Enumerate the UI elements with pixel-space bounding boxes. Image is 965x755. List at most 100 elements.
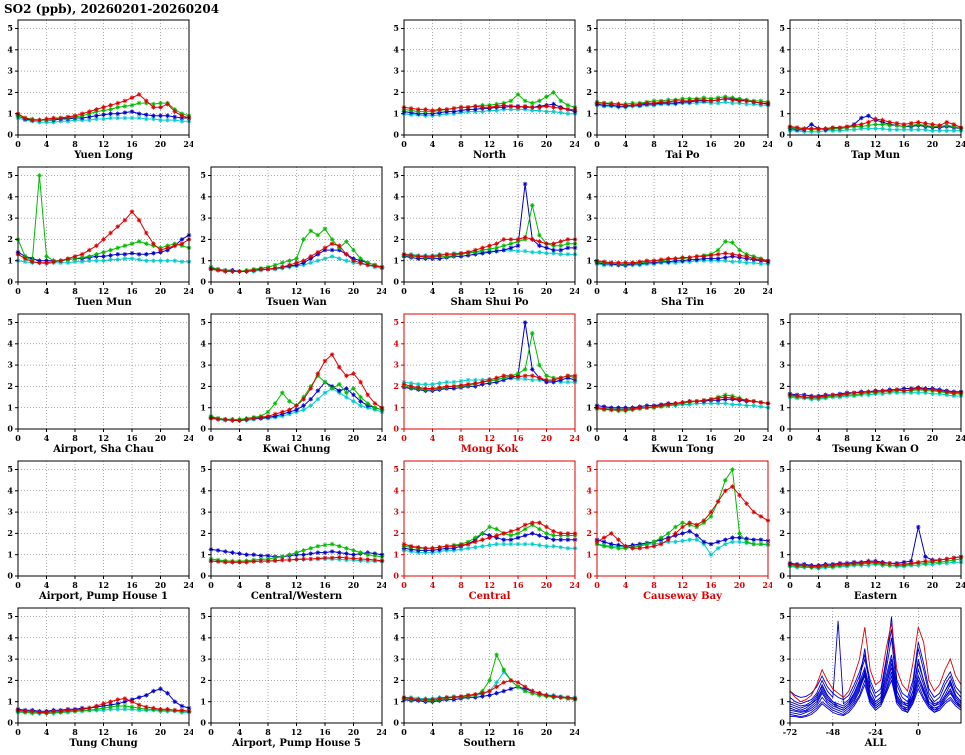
y-tick-label: 0 — [7, 718, 13, 728]
y-tick-label: 0 — [393, 718, 399, 728]
y-tick-label: 0 — [7, 277, 13, 287]
x-tick-label: 12 — [291, 286, 302, 296]
y-tick-label: 2 — [200, 528, 206, 538]
y-tick-label: 4 — [7, 191, 13, 201]
x-tick-label: 0 — [208, 433, 214, 443]
x-tick-label: 0 — [208, 286, 214, 296]
chart-title: Airport, Pump House 1 — [38, 591, 168, 602]
x-tick-label: 4 — [44, 286, 50, 296]
x-tick-label: 12 — [291, 580, 302, 590]
chart-north: 0 4 8 12 16 20 24 0 1 2 3 4 5 North — [386, 16, 579, 163]
y-tick-label: 5 — [7, 23, 13, 33]
x-tick-label: 16 — [319, 580, 331, 590]
x-tick-label: 8 — [844, 580, 850, 590]
y-tick-label: 2 — [393, 381, 399, 391]
chart-title: Central/Western — [251, 591, 343, 602]
y-tick-label: 2 — [7, 87, 13, 97]
x-tick-label: 12 — [291, 727, 302, 737]
x-tick-label: 16 — [126, 580, 138, 590]
x-tick-label: 8 — [265, 286, 271, 296]
y-tick-label: 1 — [393, 549, 399, 559]
x-tick-label: 20 — [927, 433, 939, 443]
y-tick-label: 3 — [586, 507, 592, 517]
y-tick-label: 3 — [7, 213, 13, 223]
y-tick-label: 1 — [200, 549, 206, 559]
y-tick-label: 3 — [7, 360, 13, 370]
y-tick-label: 0 — [586, 130, 592, 140]
chart-all: -72 -48 -24 0 0 1 2 3 4 5 ALL — [772, 604, 965, 751]
x-tick-label: 20 — [155, 286, 167, 296]
x-tick-label: 4 — [44, 433, 50, 443]
x-tick-label: 0 — [594, 580, 600, 590]
y-tick-label: 1 — [779, 108, 785, 118]
x-tick-label: 12 — [484, 139, 495, 149]
x-tick-label: 0 — [15, 433, 21, 443]
y-tick-label: 1 — [7, 108, 13, 118]
x-tick-label: 8 — [458, 286, 464, 296]
chart-title: Kwun Tong — [651, 444, 714, 455]
x-tick-label: 24 — [569, 139, 579, 149]
y-tick-label: 3 — [200, 360, 206, 370]
chart-title: ALL — [864, 738, 887, 749]
x-tick-label: 20 — [927, 139, 939, 149]
chart-tap-mun: 0 4 8 12 16 20 24 0 1 2 3 4 5 Tap Mun — [772, 16, 965, 163]
x-tick-label: 0 — [15, 727, 21, 737]
y-tick-label: 3 — [393, 213, 399, 223]
x-tick-label: 16 — [319, 286, 331, 296]
series-line-blue — [789, 629, 962, 701]
x-tick-label: 16 — [126, 727, 138, 737]
x-tick-label: 20 — [734, 286, 746, 296]
y-tick-label: 5 — [7, 464, 13, 474]
y-tick-label: 5 — [200, 464, 206, 474]
x-tick-label: -48 — [826, 727, 841, 737]
y-tick-label: 3 — [779, 66, 785, 76]
y-tick-label: 5 — [200, 317, 206, 327]
chart-title: Airport, Sha Chau — [52, 444, 154, 455]
series-line-blue — [790, 678, 962, 719]
y-tick-label: 0 — [200, 424, 206, 434]
y-tick-label: 3 — [393, 654, 399, 664]
x-tick-label: 4 — [237, 286, 243, 296]
x-tick-label: 12 — [484, 727, 495, 737]
x-tick-label: 24 — [376, 580, 386, 590]
y-tick-label: 4 — [200, 191, 206, 201]
x-tick-label: 16 — [126, 286, 138, 296]
chart-title: Central — [469, 591, 511, 602]
y-tick-label: 2 — [7, 675, 13, 685]
x-tick-label: 8 — [265, 580, 271, 590]
x-tick-label: 8 — [72, 286, 78, 296]
x-tick-label: 0 — [401, 580, 407, 590]
y-tick-label: 1 — [779, 549, 785, 559]
x-tick-label: 20 — [541, 286, 553, 296]
x-tick-label: 12 — [291, 433, 302, 443]
y-tick-label: 5 — [393, 464, 399, 474]
x-tick-label: 8 — [844, 433, 850, 443]
x-tick-label: 20 — [155, 727, 167, 737]
x-tick-label: 20 — [734, 139, 746, 149]
x-tick-label: 16 — [512, 580, 524, 590]
x-tick-label: 4 — [430, 139, 436, 149]
chart-title: Tung Chung — [69, 738, 137, 749]
y-tick-label: 1 — [7, 402, 13, 412]
y-tick-label: 5 — [393, 317, 399, 327]
x-tick-label: 12 — [98, 580, 109, 590]
series-line-blue — [789, 654, 962, 707]
y-tick-label: 2 — [586, 528, 592, 538]
y-tick-label: 4 — [393, 485, 399, 495]
x-tick-label: 0 — [787, 433, 793, 443]
x-tick-label: 20 — [734, 433, 746, 443]
chart-title: Yuen Long — [73, 150, 133, 161]
y-tick-label: 1 — [586, 255, 592, 265]
y-tick-label: 2 — [779, 87, 785, 97]
x-tick-label: 24 — [569, 727, 579, 737]
x-tick-label: 8 — [458, 727, 464, 737]
y-tick-label: 3 — [779, 360, 785, 370]
chart-tuen-mun: 0 4 8 12 16 20 24 0 1 2 3 4 5 Tuen Mun — [0, 163, 193, 310]
chart-title: Tap Mun — [851, 150, 901, 161]
x-tick-label: 20 — [734, 580, 746, 590]
